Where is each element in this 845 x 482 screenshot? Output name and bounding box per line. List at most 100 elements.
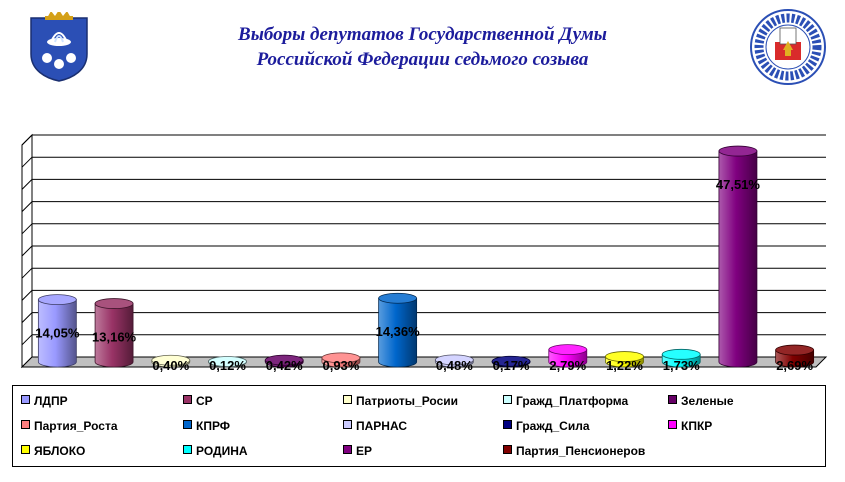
bar-top: [718, 145, 758, 157]
data-label: 0,48%: [436, 358, 473, 373]
legend-label: Патриоты_Росии: [356, 394, 459, 408]
legend-item: КПКР: [668, 419, 712, 433]
bar-top: [94, 298, 134, 309]
legend-swatch: [21, 420, 30, 429]
legend-label: СР: [196, 394, 213, 408]
bar-top: [605, 351, 644, 362]
gridline-slant: [21, 156, 33, 168]
title-line-1: Выборы депутатов Государственной Думы: [238, 24, 607, 45]
bar-body: [94, 303, 134, 368]
bar-Гражд_Сила: [491, 355, 531, 368]
gridline-slant: [21, 179, 33, 190]
data-label: 2,69%: [776, 358, 813, 373]
gridline-slant: [21, 201, 33, 212]
legend-label: Гражд_Сила: [516, 419, 590, 433]
chart-legend: ЛДПР СР Патриоты_Росии Гражд_Платформа Зелен…: [12, 385, 826, 467]
legend-swatch: [21, 445, 30, 454]
gridline-slant: [21, 290, 33, 301]
bar-СР: [94, 298, 134, 368]
bar-РОДИНА: [661, 348, 701, 368]
legend-label: ЯБЛОКО: [34, 444, 86, 458]
data-label: 14,36%: [376, 324, 421, 339]
bar-ЛДПР: [37, 294, 77, 368]
legend-label: ПАРНАС: [356, 419, 407, 433]
legend-item: КПРФ: [183, 419, 230, 433]
legend-swatch: [503, 420, 512, 429]
legend-item: Гражд_Платформа: [503, 394, 628, 408]
legend-item: Партия_Роста: [21, 419, 118, 433]
bar-top: [491, 355, 531, 367]
bar-top: [378, 292, 418, 304]
data-label: 1,73%: [663, 358, 700, 373]
legend-label: КПКР: [681, 419, 713, 433]
data-label: 0,12%: [209, 358, 246, 373]
data-label: 13,16%: [92, 330, 137, 345]
legend-swatch: [503, 395, 512, 404]
chart-data-labels: 14,05% 13,16% 0,40% 0,12% 0,42% 0,93% 14,36% 0,…: [35, 177, 813, 373]
legend-label: ЛДПР: [34, 394, 68, 408]
bar-top: [548, 344, 588, 356]
gridline-slant: [21, 267, 33, 279]
legend-swatch: [21, 395, 30, 404]
election-commission-emblem: [749, 8, 827, 86]
chart-floor: [20, 356, 828, 368]
legend-label: Зеленые: [681, 394, 734, 408]
bar-top: [661, 348, 701, 360]
gridline-slant: [21, 245, 33, 257]
legend-item: ЕР: [343, 444, 372, 458]
bar-КПКР: [548, 344, 588, 368]
legend-label: РОДИНА: [196, 444, 248, 458]
page-title: Выборы депутатов Государственной Думы Ро…: [150, 22, 695, 72]
legend-swatch: [343, 445, 352, 454]
legend-item: Патриоты_Росии: [343, 394, 458, 408]
bar-top: [434, 354, 474, 366]
bar-Зеленые: [264, 354, 304, 368]
data-label: 0,42%: [266, 358, 303, 373]
gridline-slant: [21, 334, 33, 346]
gridline-slant: [21, 223, 33, 235]
legend-item: Зеленые: [668, 394, 734, 408]
legend-swatch: [343, 420, 352, 429]
bar-top: [208, 356, 247, 367]
legend-swatch: [668, 395, 677, 404]
bar-Патриоты_Росии: [151, 354, 191, 368]
legend-swatch: [343, 395, 352, 404]
bar-body: [378, 297, 418, 368]
city-coat-of-arms: [27, 10, 91, 82]
bar-top: [37, 294, 77, 306]
bar-top: [151, 354, 191, 366]
bar-body: [37, 299, 77, 368]
bar-top: [321, 352, 361, 364]
title-line-2: Российской Федерации седьмого созыва: [256, 49, 589, 70]
legend-swatch: [183, 395, 192, 404]
data-label: 1,22%: [606, 358, 643, 373]
legend-item: РОДИНА: [183, 444, 248, 458]
legend-item: ЛДПР: [21, 394, 68, 408]
chart-grid: [20, 133, 828, 369]
bar-ЯБЛОКО: [605, 351, 644, 368]
legend-label: Партия_Роста: [34, 419, 118, 433]
bar-top: [264, 354, 304, 366]
data-label: 14,05%: [35, 326, 80, 341]
legend-swatch: [183, 445, 192, 454]
bar-Партия_Роста: [321, 352, 361, 368]
gridline-slant: [21, 312, 33, 323]
bar-ПАРНАС: [434, 354, 474, 368]
data-label: 2,79%: [549, 358, 586, 373]
data-label: 0,93%: [322, 358, 359, 373]
legend-swatch: [183, 420, 192, 429]
gridline-slant: [21, 134, 33, 146]
legend-item: Гражд_Сила: [503, 419, 590, 433]
bar-body: [718, 150, 758, 368]
legend-item: СР: [183, 394, 213, 408]
legend-swatch: [503, 445, 512, 454]
legend-item: ЯБЛОКО: [21, 444, 85, 458]
data-label: 0,40%: [152, 358, 189, 373]
bar-Гражд_Платформа: [208, 356, 247, 368]
data-label: 47,51%: [716, 177, 761, 192]
chart-bars: [37, 145, 815, 368]
legend-label: ЕР: [356, 444, 373, 458]
bar-КПРФ: [378, 292, 418, 368]
bar-top: [775, 344, 815, 356]
data-label: 0,17%: [493, 358, 530, 373]
